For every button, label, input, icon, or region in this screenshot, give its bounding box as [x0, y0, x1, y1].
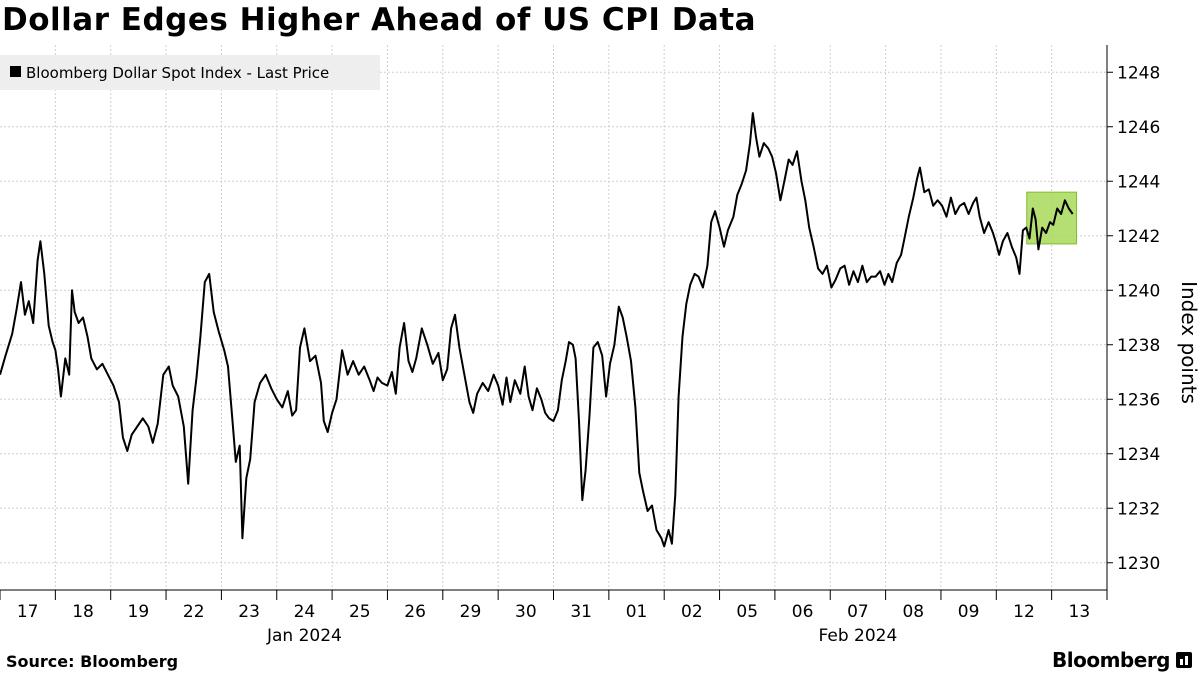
y-tick-label: 1230 [1117, 554, 1160, 574]
month-label: Jan 2024 [266, 626, 342, 646]
legend-label: Bloomberg Dollar Spot Index - Last Price [26, 64, 329, 82]
source-note: Source: Bloomberg [6, 652, 179, 671]
gridlines [0, 45, 1107, 590]
legend-swatch [10, 66, 21, 77]
axis-layer: 1230123212341236123812401242124412461248… [0, 45, 1160, 646]
x-tick-label: 08 [902, 602, 924, 622]
x-tick-label: 25 [349, 602, 371, 622]
y-tick-label: 1248 [1117, 63, 1160, 83]
highlight-box [1026, 191, 1078, 245]
x-tick-label: 07 [847, 602, 869, 622]
y-tick-label: 1246 [1117, 118, 1160, 138]
y-tick-label: 1234 [1117, 445, 1160, 465]
chart-title: Dollar Edges Higher Ahead of US CPI Data [2, 2, 757, 38]
x-tick-label: 05 [736, 602, 758, 622]
x-tick-label: 12 [1013, 602, 1035, 622]
x-tick-label: 29 [460, 602, 482, 622]
x-tick-label: 13 [1069, 602, 1091, 622]
highlight-layer [1026, 191, 1078, 245]
x-tick-label: 18 [72, 602, 94, 622]
x-tick-label: 06 [792, 602, 814, 622]
y-tick-label: 1232 [1117, 499, 1160, 519]
x-tick-label: 23 [238, 602, 260, 622]
series-line [0, 112, 1074, 548]
bar-chart-icon [1176, 652, 1192, 668]
x-tick-label: 09 [958, 602, 980, 622]
x-tick-label: 24 [294, 602, 316, 622]
y-tick-label: 1236 [1117, 390, 1160, 410]
x-tick-label: 31 [570, 602, 592, 622]
y-tick-label: 1240 [1117, 281, 1160, 301]
x-tick-label: 26 [404, 602, 426, 622]
legend-background [0, 55, 380, 90]
y-tick-label: 1238 [1117, 336, 1160, 356]
x-tick-label: 02 [681, 602, 703, 622]
legend: Bloomberg Dollar Spot Index - Last Price [0, 55, 380, 90]
series-layer [0, 112, 1074, 548]
x-tick-label: 01 [626, 602, 648, 622]
y-tick-label: 1242 [1117, 227, 1160, 247]
y-tick-label: 1244 [1117, 172, 1160, 192]
brand-name: Bloomberg [1052, 648, 1170, 672]
x-tick-label: 22 [183, 602, 205, 622]
x-tick-label: 19 [128, 602, 150, 622]
y-axis-title: Index points [1177, 281, 1200, 404]
brand-logo: Bloomberg [1052, 648, 1192, 672]
month-label: Feb 2024 [819, 626, 898, 646]
x-tick-label: 17 [17, 602, 39, 622]
x-tick-label: 30 [515, 602, 537, 622]
